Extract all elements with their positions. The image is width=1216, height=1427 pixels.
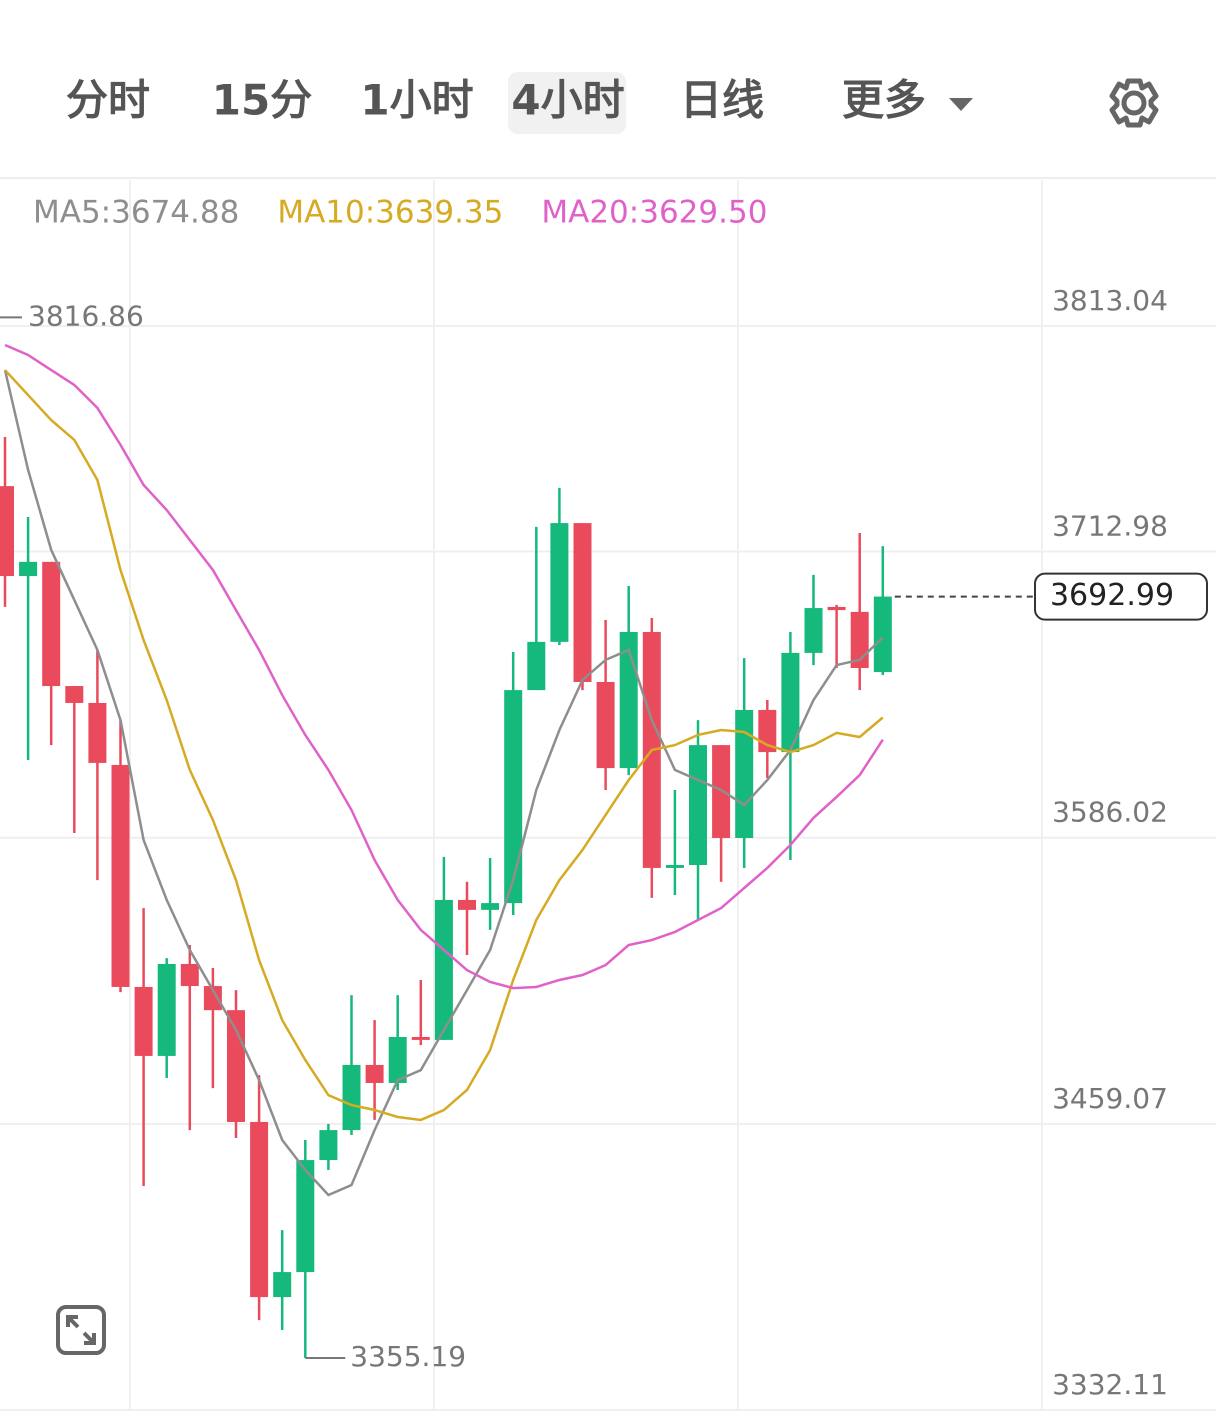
- candle-body: [19, 561, 38, 577]
- grid: 3332.11 3459.07 3586.02 3712.98 3813.04: [0, 284, 1216, 1411]
- candle-body: [65, 686, 84, 703]
- candle-body: [388, 1036, 407, 1083]
- candle-body: [596, 681, 615, 769]
- tab[interactable]: 4小时: [511, 76, 624, 125]
- candle-body: [365, 1064, 384, 1083]
- candle-body: [203, 986, 222, 1011]
- y-tick-label: 3332.11: [1052, 1368, 1168, 1401]
- candle-body: [827, 606, 846, 611]
- dropdown-arrow[interactable]: [949, 98, 973, 111]
- y-tick-label: 3586.02: [1052, 796, 1168, 829]
- low-marker-label: 3355.19: [350, 1340, 466, 1373]
- y-tick-label: 3712.98: [1052, 510, 1168, 543]
- y-tick-label: 3459.07: [1052, 1082, 1168, 1115]
- candle-body: [689, 745, 707, 866]
- tab[interactable]: 更多: [842, 76, 926, 125]
- ma-line: [4, 343, 884, 990]
- candle-body: [296, 1160, 315, 1273]
- tab[interactable]: 日线: [680, 76, 764, 125]
- candle-body: [804, 608, 823, 653]
- candle-body: [781, 652, 800, 753]
- high-marker-label: 3816.86: [28, 299, 144, 332]
- candle-body: [111, 764, 130, 987]
- candle-body: [180, 963, 199, 987]
- candle-body: [735, 709, 754, 838]
- candle-body: [712, 745, 731, 838]
- candle-body: [504, 690, 523, 904]
- legend-entry: MA10:3639.35: [277, 195, 503, 231]
- expand-button[interactable]: [56, 1305, 106, 1355]
- candle-body: [42, 561, 61, 687]
- candle-body: [273, 1272, 292, 1298]
- y-tick-label: 3813.04: [1052, 284, 1168, 317]
- candle-body: [157, 963, 176, 1056]
- plot: 3816.86 3355.19 3692.99: [0, 299, 1208, 1373]
- legend-entry: MA20:3629.50: [541, 195, 767, 231]
- legend-entry: MA5:3674.88: [33, 195, 239, 231]
- settings-icon[interactable]: [1109, 78, 1159, 128]
- tab[interactable]: 15分: [212, 76, 312, 125]
- candle-body: [434, 899, 453, 1040]
- tab-bar: 分时 15分 1小时 4小时 日线 更多: [66, 72, 1159, 134]
- candle-body: [134, 986, 153, 1056]
- candle-body: [411, 1036, 430, 1040]
- selected-tab-bg: [508, 72, 626, 134]
- candle-body: [227, 1010, 245, 1122]
- candle-body: [458, 899, 476, 910]
- ma-line: [3, 369, 884, 1197]
- candle-body: [665, 865, 684, 868]
- ma-line: [4, 369, 884, 1122]
- tab[interactable]: 1小时: [360, 76, 473, 125]
- candle-body: [527, 641, 546, 691]
- candle-body: [342, 1064, 361, 1131]
- candle-body: [550, 523, 569, 642]
- candle-body: [319, 1130, 338, 1161]
- candle-body: [88, 702, 107, 763]
- candle-body: [573, 523, 592, 682]
- candle-body: [873, 596, 892, 673]
- candle-body: [0, 486, 14, 577]
- last-price-label: 3692.99: [1050, 578, 1174, 613]
- legend: MA5:3674.88 MA10:3639.35 MA20:3629.50: [33, 195, 767, 231]
- candle-body: [481, 903, 500, 910]
- last-price-box: [1034, 572, 1208, 621]
- tab[interactable]: 分时: [66, 76, 150, 125]
- candle-body: [250, 1121, 269, 1298]
